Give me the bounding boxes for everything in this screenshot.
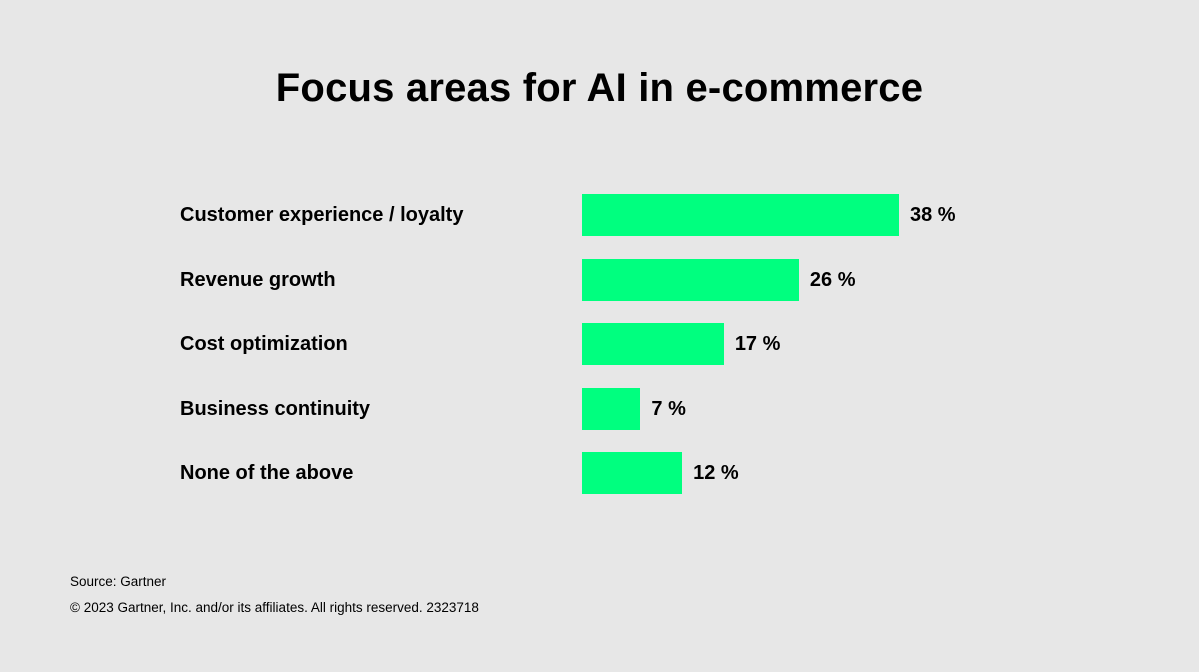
source-note: Source: Gartner <box>70 574 167 589</box>
chart-title: Focus areas for AI in e-commerce <box>275 66 924 110</box>
copyright-note: © 2023 Gartner, Inc. and/or its affiliat… <box>70 600 479 615</box>
category-label: None of the above <box>180 462 354 484</box>
bar <box>582 323 724 365</box>
bar <box>582 258 799 301</box>
bar <box>582 194 899 236</box>
category-label: Business continuity <box>180 397 371 420</box>
bar-value-label: 38 % <box>910 204 956 226</box>
category-label: Revenue growth <box>180 268 336 291</box>
bar <box>582 387 641 430</box>
bar-value-label: 12 % <box>693 462 739 484</box>
category-label: Cost optimization <box>180 333 348 355</box>
bar <box>582 452 683 494</box>
bar-value-label: 7 % <box>651 397 686 420</box>
category-label: Customer experience / loyalty <box>180 204 464 226</box>
bar-value-label: 17 % <box>734 333 781 355</box>
bar-value-label: 26 % <box>809 268 856 291</box>
